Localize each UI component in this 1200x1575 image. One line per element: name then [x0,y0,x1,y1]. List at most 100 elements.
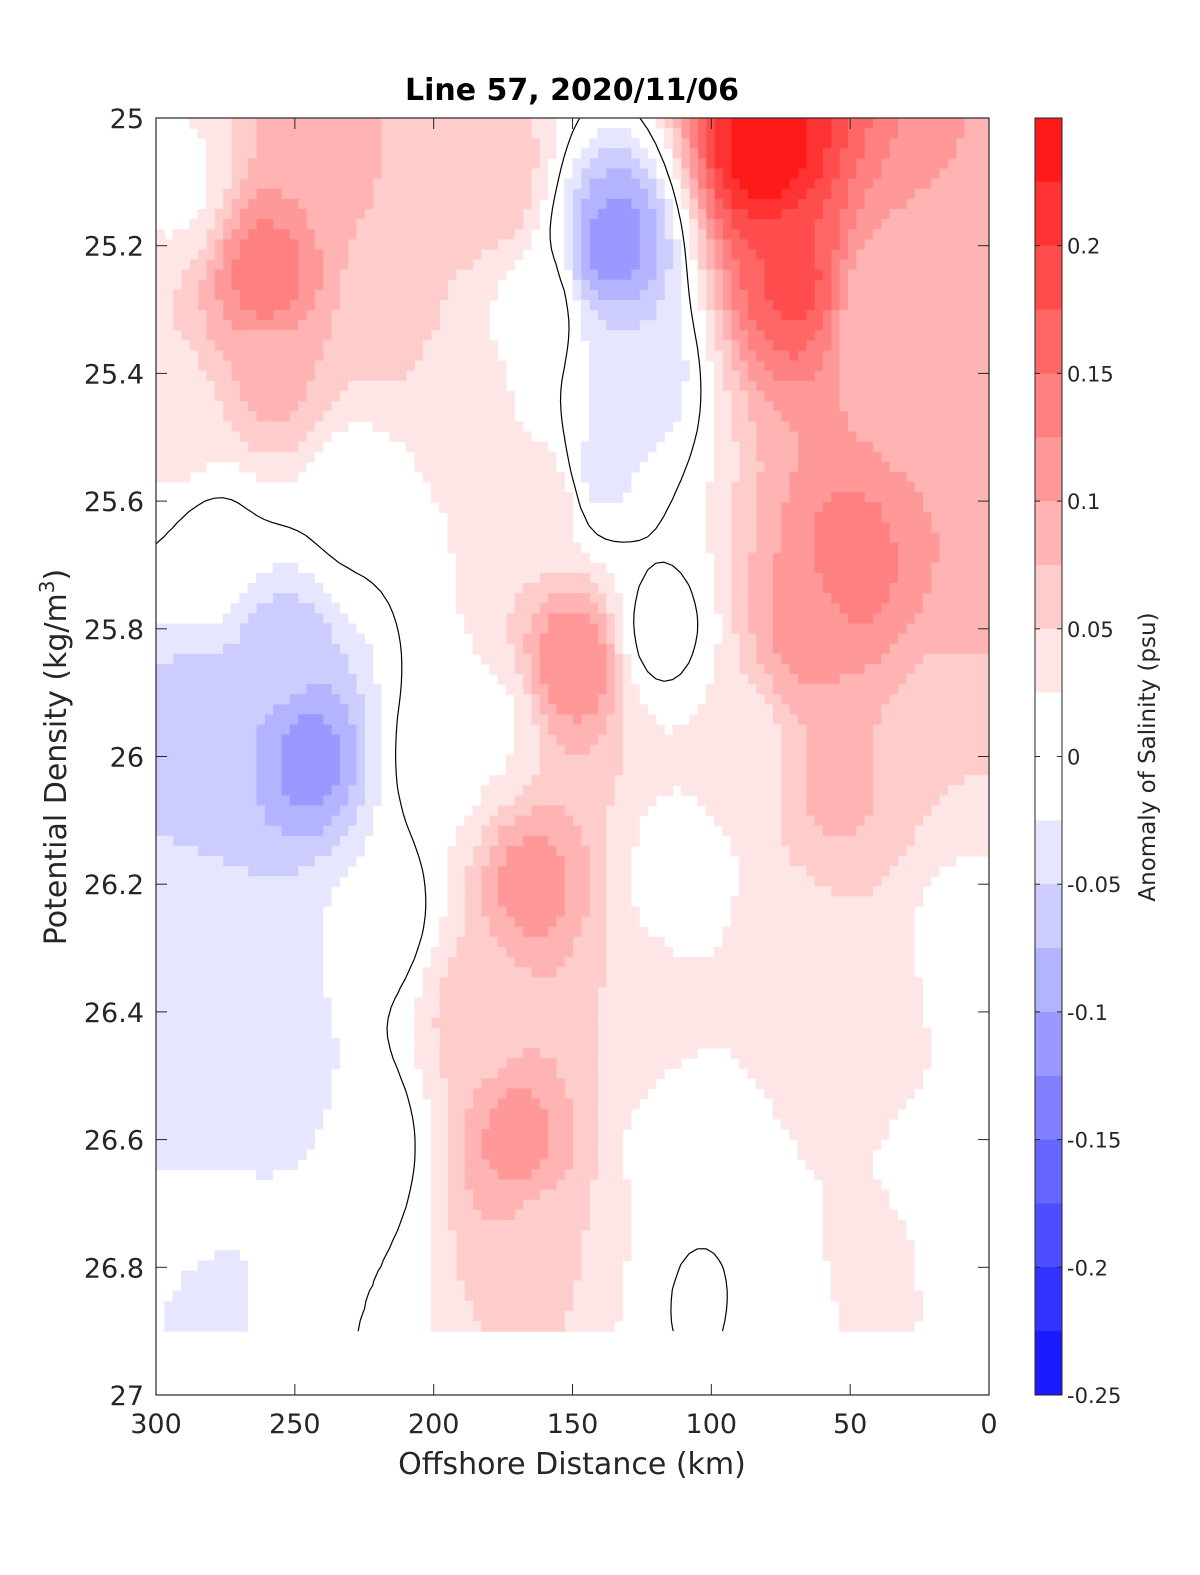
field-cell [705,532,715,544]
field-cell [722,340,732,352]
field-cell [305,370,315,382]
field-cell [855,289,865,301]
field-cell [380,390,390,402]
field-cell [697,734,707,746]
field-cell [914,411,923,422]
field-cell [897,461,907,473]
field-cell [205,279,215,291]
field-cell [439,178,449,190]
field-cell [222,310,232,321]
field-cell [514,603,524,614]
field-cell [914,562,923,574]
field-cell [605,431,615,443]
field-cell [297,269,307,281]
field-cell [905,481,915,493]
field-cell [389,299,399,311]
field-cell [814,299,823,311]
field-cell [814,451,823,463]
field-cell [164,714,174,726]
field-cell [972,168,982,180]
field-cell [830,208,840,220]
field-cell [980,431,989,443]
field-cell [580,219,590,230]
field-cell [897,441,907,453]
field-cell [205,694,215,705]
field-cell [822,128,832,139]
field-cell [347,229,357,240]
field-cell [805,441,815,453]
field-cell [939,118,948,129]
field-cell [922,542,932,554]
field-cell [289,249,299,261]
field-cell [439,390,449,402]
field-cell [280,613,290,625]
field-cell [839,370,848,382]
field-cell [339,401,349,412]
field-cell [447,188,457,200]
field-cell [389,249,399,261]
field-cell [947,188,957,200]
field-cell [880,138,890,149]
field-cell [247,340,257,352]
field-cell [330,299,340,311]
field-cell [530,481,540,493]
field-cell [380,138,390,149]
field-cell [930,340,940,352]
field-cell [855,310,865,321]
field-cell [447,310,457,321]
field-cell [239,623,249,635]
field-cell [930,724,940,736]
field-cell [622,714,632,726]
field-cell [247,390,257,402]
field-cell [905,502,915,513]
field-cell [889,613,898,625]
field-cell [805,401,815,412]
field-cell [464,128,474,139]
field-cell [889,219,898,230]
field-cell [780,188,790,200]
field-cell [156,320,165,331]
field-cell [880,451,890,463]
field-cell [514,512,524,523]
field-cell [972,684,982,695]
field-cell [305,401,315,412]
field-cell [264,593,274,604]
field-cell [914,128,923,139]
field-cell [447,118,457,129]
field-cell [347,118,357,129]
field-cell [814,562,823,574]
field-cell [480,623,490,635]
field-cell [647,401,657,412]
field-cell [464,310,474,321]
field-cell [764,522,774,534]
field-cell [472,562,482,574]
field-cell [930,360,940,372]
field-cell [922,481,932,493]
field-cell [489,350,499,362]
field-cell [889,502,898,513]
field-cell [855,138,865,149]
field-cell [655,299,665,311]
field-cell [814,360,823,372]
field-cell [580,633,590,645]
field-cell [605,219,615,230]
field-cell [180,704,190,716]
field-cell [980,572,989,584]
field-cell [905,744,915,756]
field-cell [372,178,382,190]
field-cell [230,198,240,210]
field-cell [289,643,299,655]
field-cell [414,401,424,412]
field-cell [322,401,332,412]
field-cell [247,118,257,129]
field-cell [739,249,749,261]
field-cell [589,461,599,473]
field-cell [505,674,515,685]
field-cell [647,754,657,766]
field-cell [614,239,624,251]
field-cell [339,310,349,321]
field-cell [897,633,907,645]
field-cell [489,512,499,523]
field-cell [230,360,240,372]
field-cell [855,684,865,695]
